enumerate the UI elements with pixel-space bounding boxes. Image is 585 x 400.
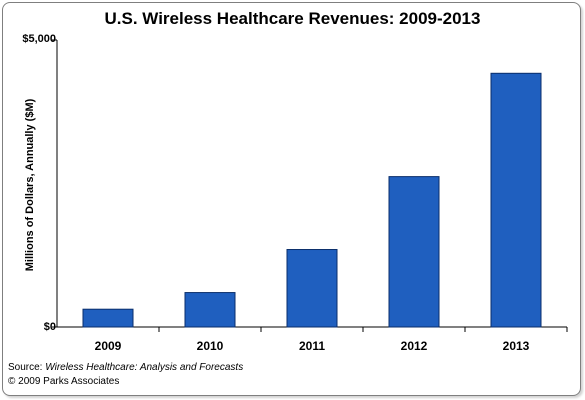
x-tick-label-2010: 2010	[197, 339, 224, 353]
source-title: Wireless Healthcare: Analysis and Foreca…	[45, 362, 244, 373]
source-note: Source: Wireless Healthcare: Analysis an…	[8, 362, 243, 373]
copyright-note: © 2009 Parks Associates	[8, 376, 120, 387]
x-tick-label-2009: 2009	[95, 339, 122, 353]
bar-2013	[490, 72, 542, 328]
bar-2012	[388, 176, 440, 328]
y-tick-label-max: $5,000	[22, 33, 56, 45]
bar-2011	[286, 249, 338, 328]
x-tick-label-2011: 2011	[299, 339, 325, 353]
bar-2009	[82, 308, 134, 328]
chart-frame	[2, 2, 581, 396]
chart-title: U.S. Wireless Healthcare Revenues: 2009-…	[104, 9, 481, 28]
x-tick-label-2013: 2013	[503, 339, 530, 353]
x-tick-label-2012: 2012	[401, 339, 428, 353]
source-prefix: Source:	[8, 362, 43, 373]
y-tick-label-zero: $0	[43, 321, 56, 333]
bar-2010	[184, 292, 236, 328]
